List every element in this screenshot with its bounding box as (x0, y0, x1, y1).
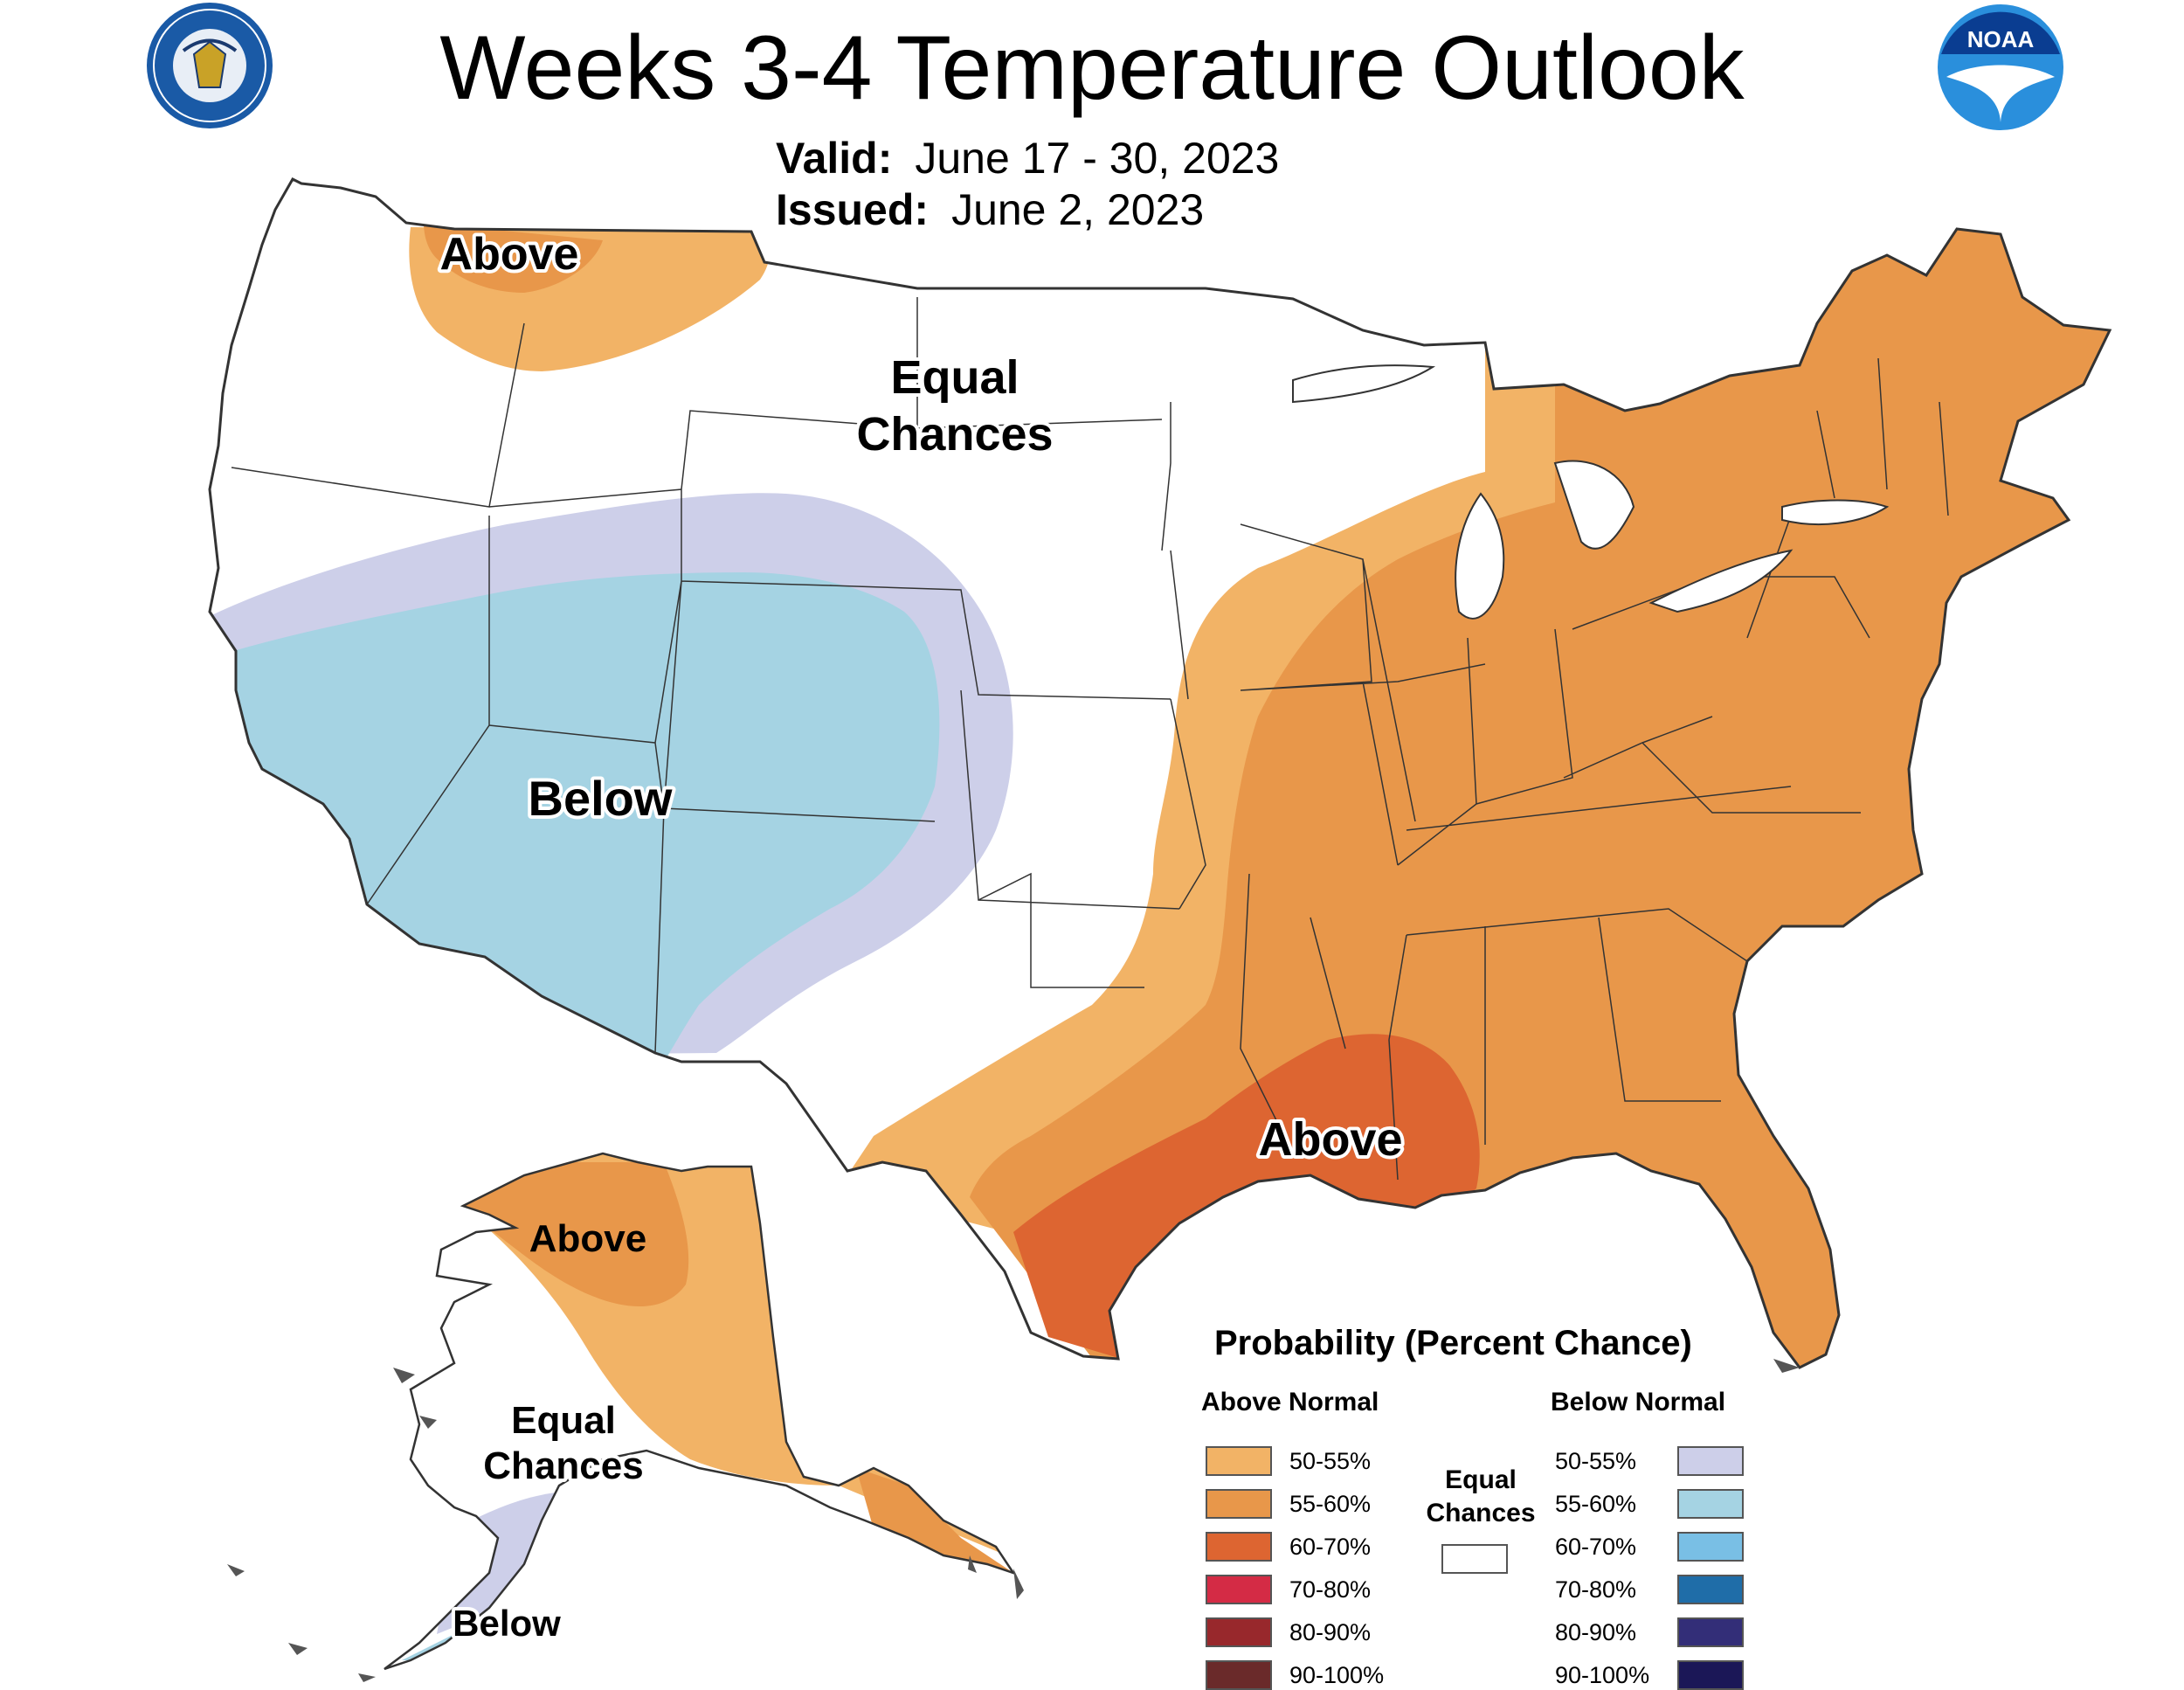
legend-range: 50-55% (1289, 1448, 1372, 1474)
label-alaska-equal-chances-line2: Chances (483, 1444, 643, 1487)
legend-above-normal-header: Above Normal (1201, 1388, 1379, 1416)
legend-swatch (1206, 1532, 1272, 1562)
legend-above-row: 70-80% (1206, 1575, 1398, 1604)
legend-below-row: 90-100% (1555, 1660, 1747, 1690)
legend-above-row: 55-60% (1206, 1489, 1398, 1519)
legend-swatch (1677, 1532, 1744, 1562)
label-northwest-above: Above (440, 229, 579, 280)
legend-swatch (1206, 1446, 1272, 1476)
legend-below-row: 55-60% (1555, 1489, 1747, 1519)
legend-above-row: 50-55% (1206, 1446, 1398, 1476)
noaa-logo-text: NOAA (1967, 26, 2035, 52)
legend-range: 90-100% (1289, 1662, 1385, 1688)
legend-below-normal-header: Below Normal (1551, 1388, 1726, 1416)
state-boundaries (231, 297, 1949, 1181)
lake-huron (1553, 460, 1635, 550)
legend-range: 60-70% (1555, 1534, 1637, 1560)
legend-swatch (1677, 1489, 1744, 1519)
legend-swatch (1206, 1660, 1272, 1690)
issued-date: Issued: June 2, 2023 (776, 184, 1204, 235)
legend-above-row: 90-100% (1206, 1660, 1398, 1690)
alaska-panhandle-above-55-60-region (856, 1468, 1013, 1573)
legend-range: 50-55% (1555, 1448, 1637, 1474)
label-alaska-equal-chances-line1: Equal (511, 1399, 616, 1442)
valid-dates: Valid: June 17 - 30, 2023 (776, 133, 1279, 184)
probability-legend: Probability (Percent Chance) Above Norma… (1188, 1315, 1765, 1690)
legend-below-row: 70-80% (1555, 1575, 1747, 1604)
map-title: Weeks 3-4 Temperature Outlook (439, 17, 1745, 119)
legend-range: 55-60% (1555, 1491, 1637, 1517)
legend-swatch (1677, 1575, 1744, 1604)
alaska-above-55-60-region (463, 1162, 689, 1306)
legend-range: 80-90% (1289, 1619, 1372, 1645)
label-alaska-below: Below (453, 1603, 561, 1644)
label-alaska-above: Above (529, 1217, 646, 1260)
legend-swatch (1206, 1489, 1272, 1519)
legend-swatch (1677, 1660, 1744, 1690)
valid-value: June 17 - 30, 2023 (915, 134, 1280, 183)
legend-below-row: 80-90% (1555, 1617, 1747, 1647)
conus-regions (210, 179, 2110, 1368)
department-of-commerce-seal (147, 3, 273, 128)
legend-range: 70-80% (1289, 1576, 1372, 1603)
great-lakes (1292, 364, 1890, 620)
above-55-60-northwest-region (424, 223, 603, 293)
legend-equal-chances-swatch (1441, 1544, 1508, 1574)
legend-below-row: 60-70% (1555, 1532, 1747, 1562)
legend-range: 90-100% (1555, 1662, 1650, 1688)
legend-swatch (1677, 1446, 1744, 1476)
lake-ontario (1781, 499, 1890, 525)
issued-value: June 2, 2023 (951, 185, 1205, 234)
label-equal-chances-line1: Equal (890, 351, 1019, 404)
label-west-below: Below (529, 771, 673, 826)
lake-erie (1648, 549, 1794, 613)
issued-label: Issued: (776, 185, 930, 234)
coastal-islands (227, 1359, 1800, 1682)
legend-range: 55-60% (1289, 1491, 1372, 1517)
legend-above-row: 60-70% (1206, 1532, 1398, 1562)
legend-below-row: 50-55% (1555, 1446, 1747, 1476)
legend-swatch (1206, 1575, 1272, 1604)
label-equal-chances-line2: Chances (856, 408, 1053, 461)
legend-swatch (1677, 1617, 1744, 1647)
lake-superior (1292, 364, 1436, 404)
legend-title: Probability (Percent Chance) (1214, 1324, 1692, 1362)
legend-equal-chances-label: Equal Chances (1402, 1464, 1559, 1530)
legend-range: 60-70% (1289, 1534, 1372, 1560)
legend-swatch (1206, 1617, 1272, 1647)
legend-equal-chances-line2: Chances (1426, 1499, 1536, 1527)
lake-michigan (1455, 492, 1505, 620)
legend-equal-chances-line1: Equal (1445, 1465, 1517, 1494)
legend-range: 80-90% (1555, 1619, 1637, 1645)
label-gulf-above: Above (1258, 1113, 1402, 1166)
legend-above-row: 80-90% (1206, 1617, 1398, 1647)
valid-label: Valid: (776, 134, 893, 183)
noaa-logo: NOAA (1938, 4, 2063, 130)
alaska-regions (384, 1153, 1013, 1669)
legend-range: 70-80% (1555, 1576, 1637, 1603)
